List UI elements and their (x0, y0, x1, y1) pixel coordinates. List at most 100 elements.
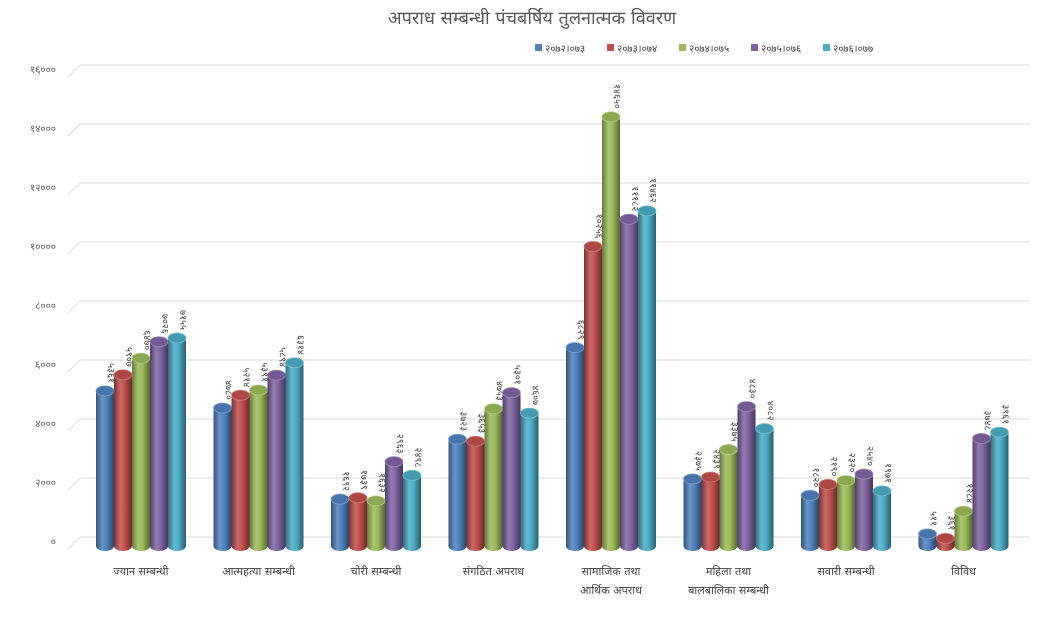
legend-item[interactable]: २०७६।०७७ (823, 44, 873, 55)
bar (918, 528, 937, 551)
legend-item[interactable]: २०७५।०७६ (751, 44, 801, 55)
bar-top (619, 213, 639, 225)
gridline-skew (67, 241, 81, 255)
bar-top (484, 403, 503, 415)
bar (448, 433, 467, 551)
bar-body (331, 499, 349, 551)
bars (95, 111, 1009, 552)
bar-body (448, 439, 467, 551)
data-label: ५३०१ (512, 365, 523, 385)
bar-body (132, 358, 150, 551)
bar-body (114, 374, 132, 551)
x-tick-label: महिला तथा (706, 565, 751, 578)
bar-body (385, 461, 403, 551)
bar-body (502, 392, 521, 551)
bar (872, 485, 892, 551)
bar-body (484, 408, 503, 551)
bar-body (466, 441, 485, 551)
legend-item[interactable]: २०७२।०७३ (535, 44, 585, 55)
bar-top (466, 435, 485, 447)
bar (737, 401, 756, 551)
gridline-skew (67, 123, 81, 137)
chart-title: अपराध सम्बन्धी पंचबर्षिय तुलनात्मक विवरण (388, 7, 677, 29)
bar-body (566, 347, 584, 551)
data-label: २३७५ (693, 451, 704, 471)
legend-item[interactable]: २०७३।०७४ (607, 44, 657, 55)
legend-label: २०७२।०७३ (545, 44, 585, 55)
legend-label: २०७४।०७५ (689, 44, 729, 55)
legend-swatch (535, 44, 542, 51)
data-label: ३७४८ (982, 411, 993, 431)
bar (583, 241, 603, 551)
bar-body (873, 490, 891, 551)
bar-body (755, 428, 774, 551)
y-tick-label: ६००० (35, 360, 56, 371)
bar-top (520, 407, 539, 419)
bar (131, 352, 151, 551)
bar (402, 469, 422, 551)
data-label: १४६५० (611, 84, 622, 109)
bar-top (872, 485, 892, 497)
bar-body (855, 474, 873, 551)
bar-top (330, 493, 350, 505)
bar-top (755, 423, 774, 434)
bar-top (583, 241, 603, 252)
bar-top (348, 492, 368, 504)
legend-label: २०७६।०७७ (833, 44, 873, 55)
bar-top (502, 387, 521, 399)
bar-top (601, 111, 621, 123)
data-label: १८२० (810, 468, 821, 488)
bar-body (403, 475, 421, 551)
bar (484, 403, 503, 551)
y-tick-label: १२००० (30, 183, 56, 194)
gridline-skew (67, 64, 81, 78)
x-tick-label: आर्थिक अपराध (580, 584, 642, 597)
data-label: २३२० (846, 453, 857, 473)
y-tick-label: ० (51, 537, 56, 548)
bar-body (701, 477, 720, 551)
bar (113, 369, 133, 551)
data-label: २९६३ (394, 434, 405, 454)
bar (348, 492, 368, 551)
bar (466, 435, 485, 551)
bar-top (213, 402, 232, 414)
bar (755, 423, 774, 551)
data-label: १६३२ (376, 473, 387, 493)
bar-top (366, 495, 386, 507)
y-tick-label: १४००० (30, 124, 56, 135)
bar-body (602, 116, 620, 551)
bar (231, 389, 250, 551)
data-label: २५४० (864, 446, 875, 466)
data-label: ३६५३ (476, 413, 487, 433)
bar-body (231, 395, 250, 551)
bar-top (637, 205, 657, 217)
bar-body (520, 413, 539, 551)
x-axis: ज्यान सम्बन्धी आत्महत्या सम्बन्धी चोरी सम्… (113, 565, 976, 597)
data-label: १६९२ (340, 471, 351, 491)
data-label: ७१५५ (177, 310, 188, 330)
bar (285, 357, 304, 551)
x-tick-label: ज्यान सम्बन्धी (113, 565, 168, 578)
x-tick-label: संगठित अपराध (463, 565, 525, 578)
bar-body (990, 432, 1009, 551)
gridline-skew (67, 536, 81, 550)
data-label: २४३९ (711, 449, 722, 469)
y-tick-label: ८००० (35, 301, 56, 312)
data-label: ३६१ (946, 516, 957, 531)
bar (854, 468, 874, 551)
data-label: ११४६२ (647, 178, 658, 203)
legend-item[interactable]: २०७४।०७५ (679, 44, 729, 55)
bar-top (402, 469, 422, 481)
bar-body (349, 497, 367, 551)
bar-body (801, 495, 819, 551)
data-label: ६८२९ (575, 320, 586, 340)
y-tick-label: १६००० (30, 65, 56, 76)
bar (249, 384, 268, 551)
bar-body (213, 407, 232, 551)
bar (601, 111, 621, 551)
data-label: २४९८ (412, 448, 423, 468)
bar-body (249, 389, 268, 551)
bar-body (719, 449, 738, 551)
legend-label: २०७५।०७६ (761, 44, 801, 55)
bar (800, 489, 820, 551)
